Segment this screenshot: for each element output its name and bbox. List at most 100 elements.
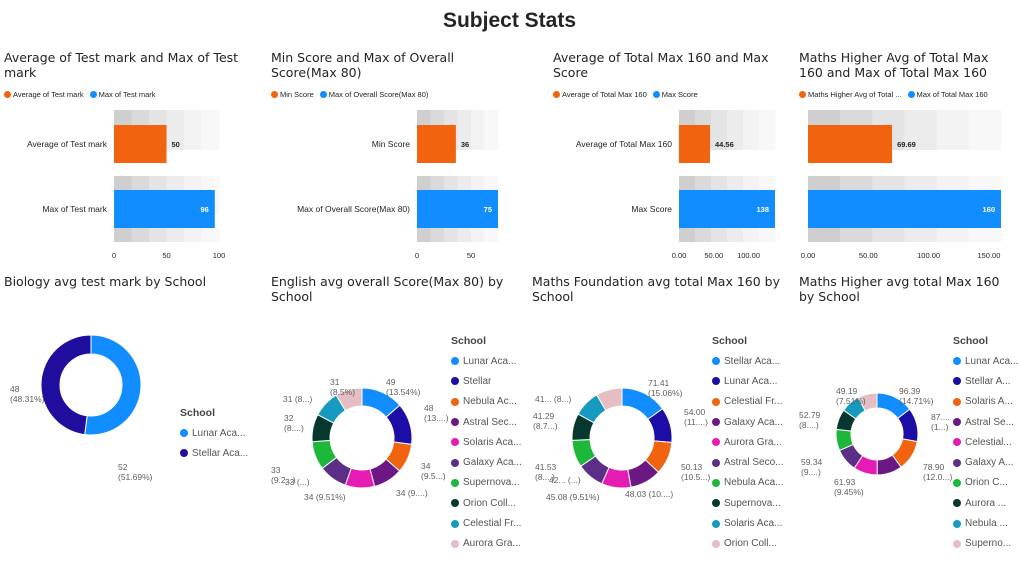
bar-chart-panel[interactable]: Average of Test mark and Max of Test mar… bbox=[4, 50, 238, 265]
legend-item[interactable]: Solaris A... bbox=[953, 392, 1018, 412]
legend-label: Stellar bbox=[463, 375, 492, 387]
legend-item[interactable]: Astral Seco... bbox=[712, 452, 783, 472]
background-band bbox=[679, 228, 776, 242]
legend-item[interactable]: Astral Se... bbox=[953, 412, 1018, 432]
bar[interactable] bbox=[808, 190, 1001, 228]
category-label: Max of Test mark bbox=[42, 204, 107, 214]
legend-item[interactable]: Aurora Gra... bbox=[451, 534, 522, 554]
legend-item[interactable]: Galaxy A... bbox=[953, 452, 1018, 472]
bar[interactable] bbox=[417, 190, 498, 228]
legend-item[interactable]: Celestial... bbox=[953, 432, 1018, 452]
donut-slice[interactable] bbox=[857, 392, 878, 412]
chart-title: Min Score and Max of Overall Score(Max 8… bbox=[271, 50, 455, 80]
bar-chart: 69.69 160 0.00 50.00 100.00 150.00 bbox=[801, 110, 1002, 260]
donut-slice[interactable] bbox=[596, 387, 623, 412]
legend-dot-icon bbox=[953, 418, 961, 427]
slice-label: 87.... (1...) bbox=[931, 412, 950, 432]
legend-item[interactable]: Stellar A... bbox=[953, 371, 1018, 391]
legend-item[interactable]: Celestial Fr... bbox=[451, 513, 522, 533]
data-label: 36 bbox=[461, 140, 469, 149]
legend-label: Celestial... bbox=[965, 436, 1012, 448]
donut-slice[interactable] bbox=[40, 334, 92, 436]
category-label: Average of Total Max 160 bbox=[576, 139, 672, 149]
legend-item[interactable]: Lunar Aca... bbox=[953, 351, 1018, 371]
legend-dot-icon bbox=[451, 357, 459, 366]
tick-label: 0.00 bbox=[801, 251, 816, 260]
tick-label: 50.00 bbox=[859, 251, 878, 260]
legend-label: Supernova... bbox=[724, 497, 781, 509]
chart-title: Biology avg test mark by School bbox=[4, 274, 207, 289]
legend-item[interactable]: Solaris Aca... bbox=[451, 432, 522, 452]
legend-item[interactable]: Celestial Fr... bbox=[712, 392, 783, 412]
bar-chart-panel[interactable]: Average of Total Max 160 and Max Score Av… bbox=[553, 50, 788, 265]
donut-slice[interactable] bbox=[335, 387, 363, 412]
bar[interactable] bbox=[808, 125, 893, 163]
legend-item: Max Score bbox=[652, 90, 698, 99]
legend-item[interactable]: Astral Sec... bbox=[451, 412, 522, 432]
legend-dot-icon bbox=[712, 357, 720, 366]
slice-label: 42... (...) bbox=[549, 475, 581, 485]
legend-dot-icon bbox=[712, 499, 720, 508]
legend-label: Maths Higher Avg of Total ... bbox=[808, 90, 902, 99]
legend-item[interactable]: Aurora ... bbox=[953, 493, 1018, 513]
slice-label: 52 (51.69%) bbox=[118, 462, 153, 482]
legend-label: Aurora ... bbox=[965, 497, 1007, 509]
legend-dot-icon bbox=[953, 478, 961, 487]
legend-item[interactable]: Nebula Aca... bbox=[712, 473, 783, 493]
legend-dot-icon bbox=[953, 539, 961, 548]
legend-item[interactable]: Supernova... bbox=[712, 493, 783, 513]
slice-label: 71.41 (15.06%) bbox=[648, 378, 683, 398]
legend-item[interactable]: Lunar Aca... bbox=[451, 351, 522, 371]
chart-legend: Average of Test mark Max of Test mark bbox=[4, 90, 156, 99]
bar-chart-panel[interactable]: Min Score and Max of Overall Score(Max 8… bbox=[271, 50, 516, 265]
legend-item[interactable]: Supernova... bbox=[451, 473, 522, 493]
bar-chart-panel[interactable]: Maths Higher Avg of Total Max 160 and Ma… bbox=[799, 50, 1014, 265]
category-label: Average of Test mark bbox=[27, 139, 108, 149]
donut-slice[interactable] bbox=[84, 334, 142, 436]
legend-label: Superno... bbox=[965, 538, 1012, 550]
legend-label: Solaris Aca... bbox=[724, 518, 783, 530]
bar[interactable] bbox=[114, 190, 215, 228]
slice-label: 41... (8...) bbox=[535, 394, 572, 404]
chart-legend: Maths Higher Avg of Total ... Max of Tota… bbox=[799, 90, 988, 99]
tick-label: 100.00 bbox=[917, 251, 940, 260]
legend-label: Orion Coll... bbox=[463, 497, 516, 509]
slice-label: 45.08 (9.51%) bbox=[546, 492, 600, 502]
legend-item[interactable]: Superno... bbox=[953, 534, 1018, 554]
legend-label: Galaxy Aca... bbox=[724, 416, 783, 428]
legend-label: Celestial Fr... bbox=[463, 518, 522, 530]
bar[interactable] bbox=[114, 125, 167, 163]
slice-label: 48.03 (10....) bbox=[625, 489, 673, 499]
legend-item[interactable]: Stellar Aca... bbox=[712, 351, 783, 371]
legend-item[interactable]: Lunar Aca... bbox=[180, 423, 248, 443]
legend-dot-icon bbox=[451, 499, 459, 508]
legend-item[interactable]: Galaxy Aca... bbox=[451, 452, 522, 472]
tick-label: 0.00 bbox=[672, 251, 687, 260]
data-label: 44.56 bbox=[715, 140, 734, 149]
bar[interactable] bbox=[679, 190, 775, 228]
legend-label: Nebula ... bbox=[965, 518, 1008, 530]
background-band bbox=[114, 110, 220, 150]
legend-item[interactable]: Nebula ... bbox=[953, 513, 1018, 533]
legend-item[interactable]: Solaris Aca... bbox=[712, 513, 783, 533]
legend-item[interactable]: Orion C... bbox=[953, 473, 1018, 493]
bar[interactable] bbox=[679, 125, 710, 163]
legend-item[interactable]: Aurora Gra... bbox=[712, 432, 783, 452]
legend-item[interactable]: Galaxy Aca... bbox=[712, 412, 783, 432]
legend-item[interactable]: Stellar Aca... bbox=[180, 443, 248, 463]
legend-dot-icon bbox=[799, 91, 806, 98]
legend-dot-icon bbox=[4, 91, 11, 98]
legend-item[interactable]: Orion Coll... bbox=[712, 534, 783, 554]
background-band bbox=[417, 228, 499, 242]
category-label: Min Score bbox=[372, 139, 411, 149]
chart-title: Maths Foundation avg total Max 160 by Sc… bbox=[532, 274, 781, 304]
legend-item[interactable]: Lunar Aca... bbox=[712, 371, 783, 391]
legend-item[interactable]: Stellar bbox=[451, 371, 522, 391]
legend-item: Max of Overall Score(Max 80) bbox=[319, 90, 428, 99]
bar[interactable] bbox=[417, 125, 456, 163]
legend-label: Stellar A... bbox=[965, 375, 1011, 387]
legend-item[interactable]: Nebula Ac... bbox=[451, 392, 522, 412]
legend-item[interactable]: Orion Coll... bbox=[451, 493, 522, 513]
legend-item: Max of Total Max 160 bbox=[907, 90, 988, 99]
category-label: Max of Overall Score(Max 80) bbox=[297, 204, 410, 214]
